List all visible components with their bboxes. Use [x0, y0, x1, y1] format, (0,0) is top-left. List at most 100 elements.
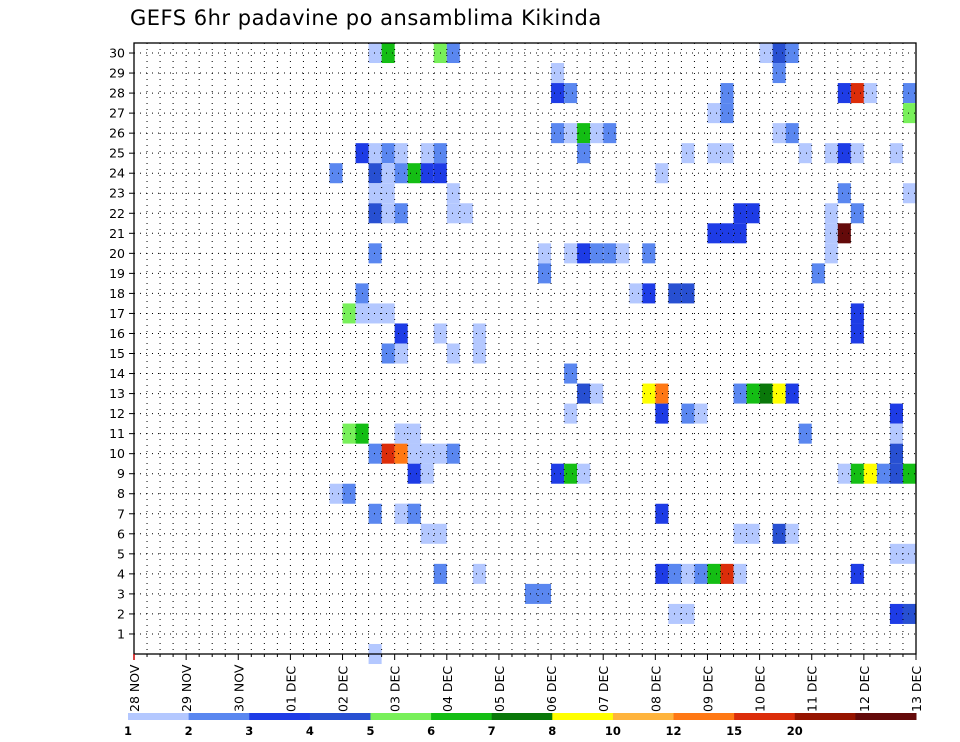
x-tick-label: 12 DEC [857, 666, 872, 712]
heatmap-cell [381, 143, 395, 164]
heatmap-cell [655, 403, 669, 424]
heatmap-cell [538, 583, 552, 604]
heatmap-cell [902, 83, 916, 104]
heatmap-cell [837, 223, 851, 244]
heatmap-cell [759, 43, 773, 64]
x-tick-label: 04 DEC [440, 666, 455, 712]
heatmap-cell [472, 343, 486, 364]
y-tick-label: 16 [109, 326, 125, 341]
heatmap-cell [772, 43, 786, 64]
y-tick-label: 19 [109, 266, 125, 281]
heatmap-cell [381, 343, 395, 364]
heatmap-cell [446, 43, 460, 64]
y-tick-label: 5 [117, 546, 125, 561]
legend-label: 10 [605, 724, 621, 738]
heatmap-cell [824, 203, 838, 224]
x-tick-label: 08 DEC [648, 666, 663, 712]
heatmap-cell [772, 523, 786, 544]
legend-label: 12 [666, 724, 682, 738]
heatmap-cell [525, 583, 539, 604]
legend-swatch [734, 713, 796, 720]
axes-layer: 1234567891011121314151617181920212223242… [109, 42, 924, 712]
y-tick-label: 23 [109, 186, 125, 201]
y-tick-label: 27 [109, 106, 125, 121]
heatmap-cell [902, 603, 916, 624]
y-tick-label: 18 [109, 286, 125, 301]
heatmap-cell [577, 123, 591, 144]
legend-layer: 1 2 3 4 5 6 7 8 10 12 15 20 [124, 713, 917, 738]
heatmap-cell [342, 423, 356, 444]
heatmap-cell [577, 463, 591, 484]
heatmap-cell [446, 203, 460, 224]
x-tick-label: 01 DEC [283, 666, 298, 712]
y-tick-label: 30 [109, 46, 125, 61]
heatmap-cell [655, 383, 669, 404]
x-tick-label: 05 DEC [492, 666, 507, 712]
y-tick-label: 24 [109, 166, 125, 181]
heatmap-cell [746, 383, 760, 404]
heatmap-cell [381, 43, 395, 64]
heatmap-cell [551, 83, 565, 104]
heatmap-cell [746, 203, 760, 224]
legend-label: 20 [787, 724, 803, 738]
heatmap-cell [368, 503, 382, 524]
heatmap-cell [407, 423, 421, 444]
legend-swatch [249, 713, 311, 720]
heatmap-cell [655, 163, 669, 184]
heatmap-cell [707, 103, 721, 124]
y-tick-label: 4 [117, 566, 125, 581]
legend-label: 2 [185, 724, 193, 738]
heatmap-cell [863, 83, 877, 104]
legend-label: 15 [726, 724, 742, 738]
heatmap-cell [381, 443, 395, 464]
y-tick-label: 12 [109, 406, 125, 421]
legend-swatch [431, 713, 493, 720]
x-tick-label: 02 DEC [336, 666, 351, 712]
heatmap-cell [459, 203, 473, 224]
legend-swatch [855, 713, 917, 720]
heatmap-cell [381, 203, 395, 224]
heatmap-cell [551, 463, 565, 484]
y-tick-label: 1 [117, 626, 125, 641]
heatmap-cell [824, 223, 838, 244]
heatmap-cell [837, 83, 851, 104]
heatmap-cell [394, 143, 408, 164]
heatmap-cell [407, 463, 421, 484]
heatmap-cell [785, 523, 799, 544]
heatmap-cell [681, 603, 695, 624]
heatmap-cell [407, 503, 421, 524]
heatmap-cell [720, 563, 734, 584]
heatmap-cell [655, 503, 669, 524]
heatmap-cell [681, 143, 695, 164]
heatmap-cell [707, 143, 721, 164]
y-tick-label: 7 [117, 506, 125, 521]
heatmap-cell [837, 183, 851, 204]
heatmap-cell [655, 563, 669, 584]
legend-label: 3 [245, 724, 253, 738]
y-tick-label: 25 [109, 146, 125, 161]
x-tick-label: 28 NOV [127, 664, 142, 712]
y-tick-label: 3 [117, 586, 125, 601]
heatmap-cell [538, 243, 552, 264]
heatmap-cell [368, 43, 382, 64]
legend-swatch [128, 713, 190, 720]
heatmap-cell [551, 123, 565, 144]
legend-swatch [188, 713, 250, 720]
heatmap-cell [681, 283, 695, 304]
heatmap-cell [850, 303, 864, 324]
heatmap-cell [342, 303, 356, 324]
x-tick-label: 10 DEC [753, 666, 768, 712]
heatmap-cell [342, 483, 356, 504]
heatmap-cell [642, 243, 656, 264]
legend-swatch [370, 713, 432, 720]
heatmap-cell [850, 203, 864, 224]
heatmap-cell [368, 163, 382, 184]
heatmap-cell [368, 183, 382, 204]
legend-swatch [794, 713, 856, 720]
x-tick-label: 30 NOV [231, 664, 246, 712]
heatmap-cell [863, 463, 877, 484]
heatmap-cell [394, 443, 408, 464]
heatmap-cell [577, 243, 591, 264]
legend-label: 6 [427, 724, 435, 738]
